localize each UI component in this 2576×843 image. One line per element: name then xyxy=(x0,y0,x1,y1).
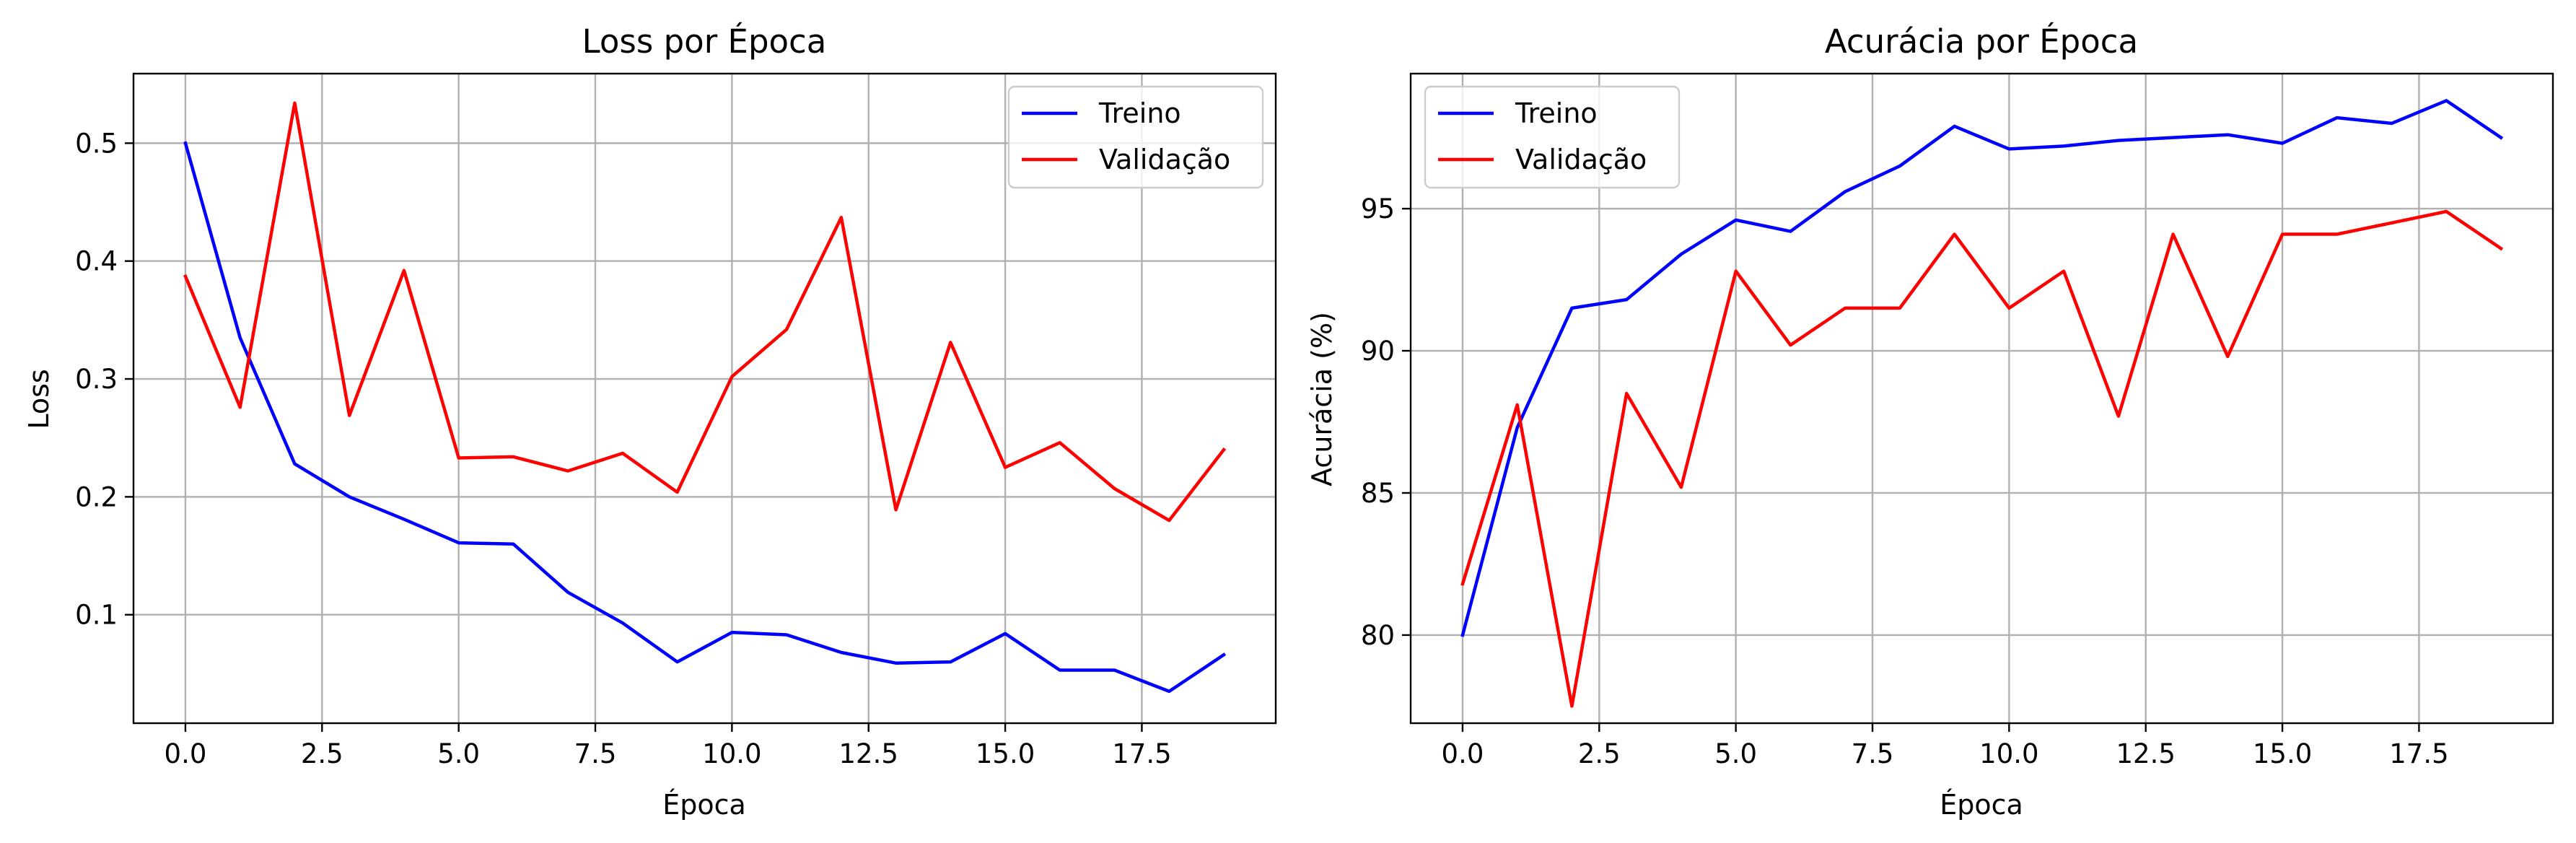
y-tick-label: 80 xyxy=(1361,620,1395,651)
x-tick-label: 7.5 xyxy=(1852,738,1894,769)
y-tick-label: 95 xyxy=(1361,193,1395,224)
series-line-treino xyxy=(183,141,1227,694)
y-tick-label: 90 xyxy=(1361,336,1395,367)
x-tick-label: 10.0 xyxy=(1979,738,2038,769)
x-tick-label: 17.5 xyxy=(1112,738,1171,769)
x-tick-label: 5.0 xyxy=(1714,738,1757,769)
legend-label: Treino xyxy=(1515,97,1598,129)
y-axis-label: Acurácia (%) xyxy=(1306,312,1338,486)
y-tick-label: 0.5 xyxy=(75,128,118,159)
legend-label: Validação xyxy=(1099,144,1230,175)
x-axis-label: Época xyxy=(662,789,746,821)
x-tick-label: 12.5 xyxy=(2116,738,2176,769)
x-axis-label: Época xyxy=(1940,789,2023,821)
x-tick-label: 17.5 xyxy=(2389,738,2448,769)
legend-label: Treino xyxy=(1098,97,1181,129)
loss-chart: Loss por Época Época Loss 0.0 2.5 5.0 7.5 10… xyxy=(23,22,1277,821)
y-axis-label: Loss xyxy=(23,369,55,429)
x-tick-label: 0.0 xyxy=(165,738,207,769)
y-tick-label: 0.3 xyxy=(75,364,118,395)
x-tick-label: 2.5 xyxy=(1578,738,1621,769)
x-tick-label: 10.0 xyxy=(702,738,761,769)
x-tick-label: 15.0 xyxy=(976,738,1035,769)
axes-frame xyxy=(1409,72,2554,725)
y-tick-label: 85 xyxy=(1361,478,1395,509)
x-tick-label: 7.5 xyxy=(574,738,617,769)
axes-frame xyxy=(132,72,1277,725)
series-line-treino xyxy=(1460,99,2504,637)
x-tick-label: 2.5 xyxy=(301,738,343,769)
x-tick-label: 12.5 xyxy=(839,738,898,769)
x-tick-label: 5.0 xyxy=(437,738,480,769)
y-tick-label: 0.1 xyxy=(75,600,118,631)
legend: Treino Validação xyxy=(1424,85,1681,189)
chart-title: Acurácia por Época xyxy=(1825,22,2138,61)
series-line-validação xyxy=(183,101,1227,523)
legend: Treino Validação xyxy=(1007,85,1264,189)
x-tick-label: 15.0 xyxy=(2253,738,2312,769)
legend-label: Validação xyxy=(1515,144,1647,175)
series-line-validação xyxy=(1460,209,2504,708)
y-tick-label: 0.2 xyxy=(75,481,118,512)
x-tick-label: 0.0 xyxy=(1442,738,1484,769)
chart-title: Loss por Época xyxy=(582,22,827,61)
accuracy-chart: Acurácia por Época Época Acurácia (%) 0.… xyxy=(1306,22,2554,821)
y-tick-label: 0.4 xyxy=(75,246,118,277)
